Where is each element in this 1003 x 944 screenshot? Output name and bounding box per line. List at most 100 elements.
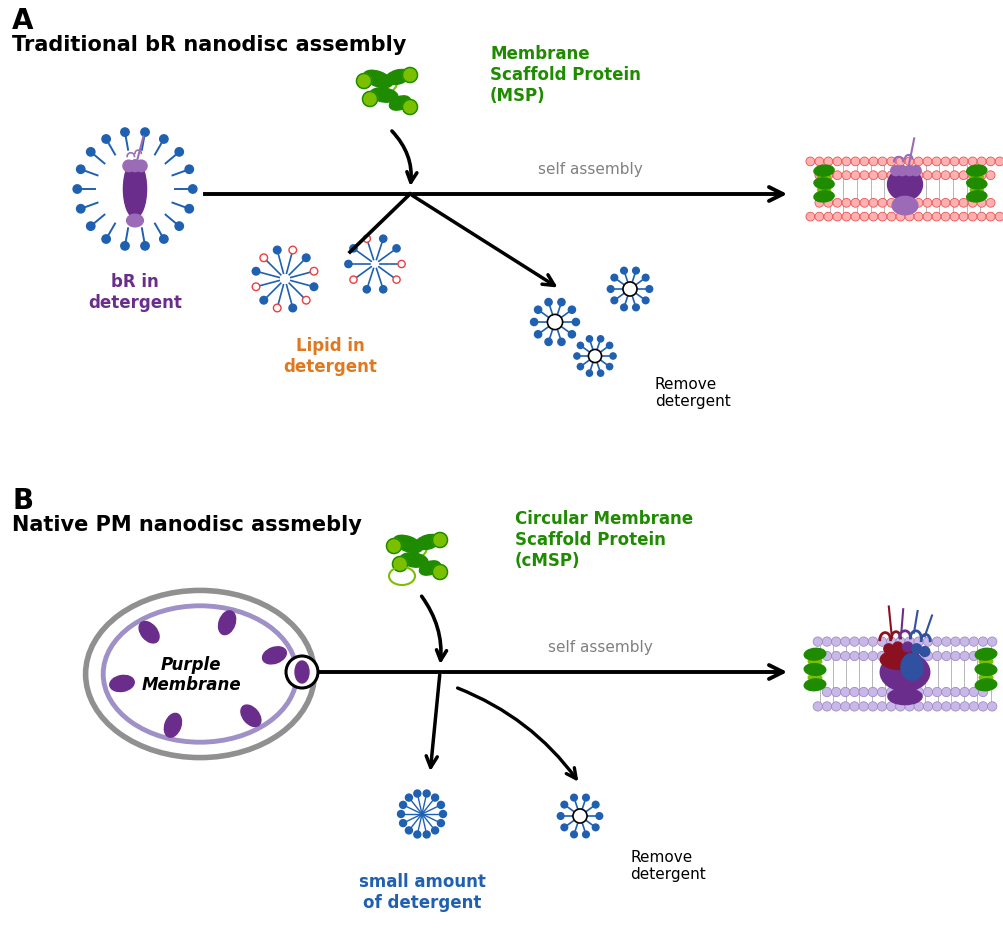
Circle shape <box>932 637 941 647</box>
Circle shape <box>260 297 268 305</box>
Circle shape <box>950 651 959 661</box>
Circle shape <box>958 213 967 222</box>
Circle shape <box>941 637 950 647</box>
Circle shape <box>913 172 922 180</box>
Circle shape <box>814 172 822 180</box>
Circle shape <box>832 199 841 208</box>
Circle shape <box>344 261 352 268</box>
Circle shape <box>913 213 922 222</box>
Circle shape <box>405 827 412 834</box>
Circle shape <box>886 702 895 712</box>
Circle shape <box>959 687 968 697</box>
Circle shape <box>923 687 932 697</box>
Circle shape <box>120 243 129 251</box>
Circle shape <box>896 199 904 208</box>
Circle shape <box>840 637 850 647</box>
Ellipse shape <box>966 166 986 177</box>
Circle shape <box>159 136 168 144</box>
Circle shape <box>977 637 987 647</box>
Circle shape <box>859 702 868 712</box>
Circle shape <box>904 687 914 697</box>
Circle shape <box>851 158 859 167</box>
Circle shape <box>931 172 940 180</box>
Circle shape <box>386 539 401 554</box>
Circle shape <box>913 687 923 697</box>
Text: Purple
Membrane: Purple Membrane <box>141 655 241 694</box>
Circle shape <box>102 236 110 244</box>
Ellipse shape <box>262 647 286 665</box>
Ellipse shape <box>419 562 440 576</box>
Circle shape <box>967 213 976 222</box>
Circle shape <box>859 637 868 647</box>
Circle shape <box>812 637 821 647</box>
Circle shape <box>869 172 877 180</box>
Circle shape <box>840 702 850 712</box>
Circle shape <box>86 223 95 231</box>
Ellipse shape <box>974 679 996 691</box>
Ellipse shape <box>363 71 392 89</box>
Circle shape <box>273 247 281 255</box>
Circle shape <box>968 651 978 661</box>
Circle shape <box>976 199 985 208</box>
Circle shape <box>886 637 895 647</box>
Ellipse shape <box>295 662 309 683</box>
Circle shape <box>976 213 985 222</box>
Circle shape <box>849 702 859 712</box>
Ellipse shape <box>370 89 397 103</box>
Ellipse shape <box>807 658 820 666</box>
Circle shape <box>883 644 893 654</box>
Circle shape <box>994 213 1003 222</box>
Ellipse shape <box>85 591 314 758</box>
Circle shape <box>286 656 318 688</box>
Circle shape <box>392 277 400 284</box>
Circle shape <box>967 172 976 180</box>
Ellipse shape <box>415 535 440 550</box>
Circle shape <box>620 305 627 312</box>
Text: self assembly: self assembly <box>537 161 642 177</box>
Circle shape <box>611 275 617 281</box>
Circle shape <box>561 824 567 831</box>
Circle shape <box>185 206 194 213</box>
Circle shape <box>363 286 370 294</box>
Circle shape <box>642 297 648 304</box>
Circle shape <box>892 642 902 652</box>
Circle shape <box>102 136 110 144</box>
Ellipse shape <box>109 676 134 692</box>
Circle shape <box>577 343 583 349</box>
Ellipse shape <box>978 674 992 682</box>
Circle shape <box>530 319 538 327</box>
Circle shape <box>869 213 877 222</box>
Circle shape <box>405 794 412 801</box>
Circle shape <box>597 336 603 343</box>
Circle shape <box>830 687 840 697</box>
Circle shape <box>568 331 575 339</box>
Circle shape <box>814 199 822 208</box>
Ellipse shape <box>974 649 996 661</box>
Ellipse shape <box>978 658 992 666</box>
Circle shape <box>76 206 85 213</box>
Circle shape <box>959 637 968 647</box>
Circle shape <box>959 702 968 712</box>
Circle shape <box>904 637 914 647</box>
Circle shape <box>923 637 932 647</box>
Text: Native PM nanodisc assmebly: Native PM nanodisc assmebly <box>12 514 361 534</box>
Circle shape <box>432 533 447 548</box>
Circle shape <box>574 353 580 360</box>
Circle shape <box>805 213 814 222</box>
Ellipse shape <box>139 622 158 643</box>
Circle shape <box>573 809 587 823</box>
Circle shape <box>842 199 850 208</box>
Circle shape <box>931 158 940 167</box>
Circle shape <box>896 158 904 167</box>
Circle shape <box>890 166 900 177</box>
Text: Remove
detergent: Remove detergent <box>654 377 730 409</box>
Circle shape <box>349 245 357 253</box>
Circle shape <box>814 158 822 167</box>
Circle shape <box>582 831 589 838</box>
Circle shape <box>940 199 949 208</box>
Circle shape <box>977 702 987 712</box>
Ellipse shape <box>126 215 143 228</box>
Circle shape <box>887 199 895 208</box>
Circle shape <box>821 651 830 661</box>
Circle shape <box>830 702 840 712</box>
